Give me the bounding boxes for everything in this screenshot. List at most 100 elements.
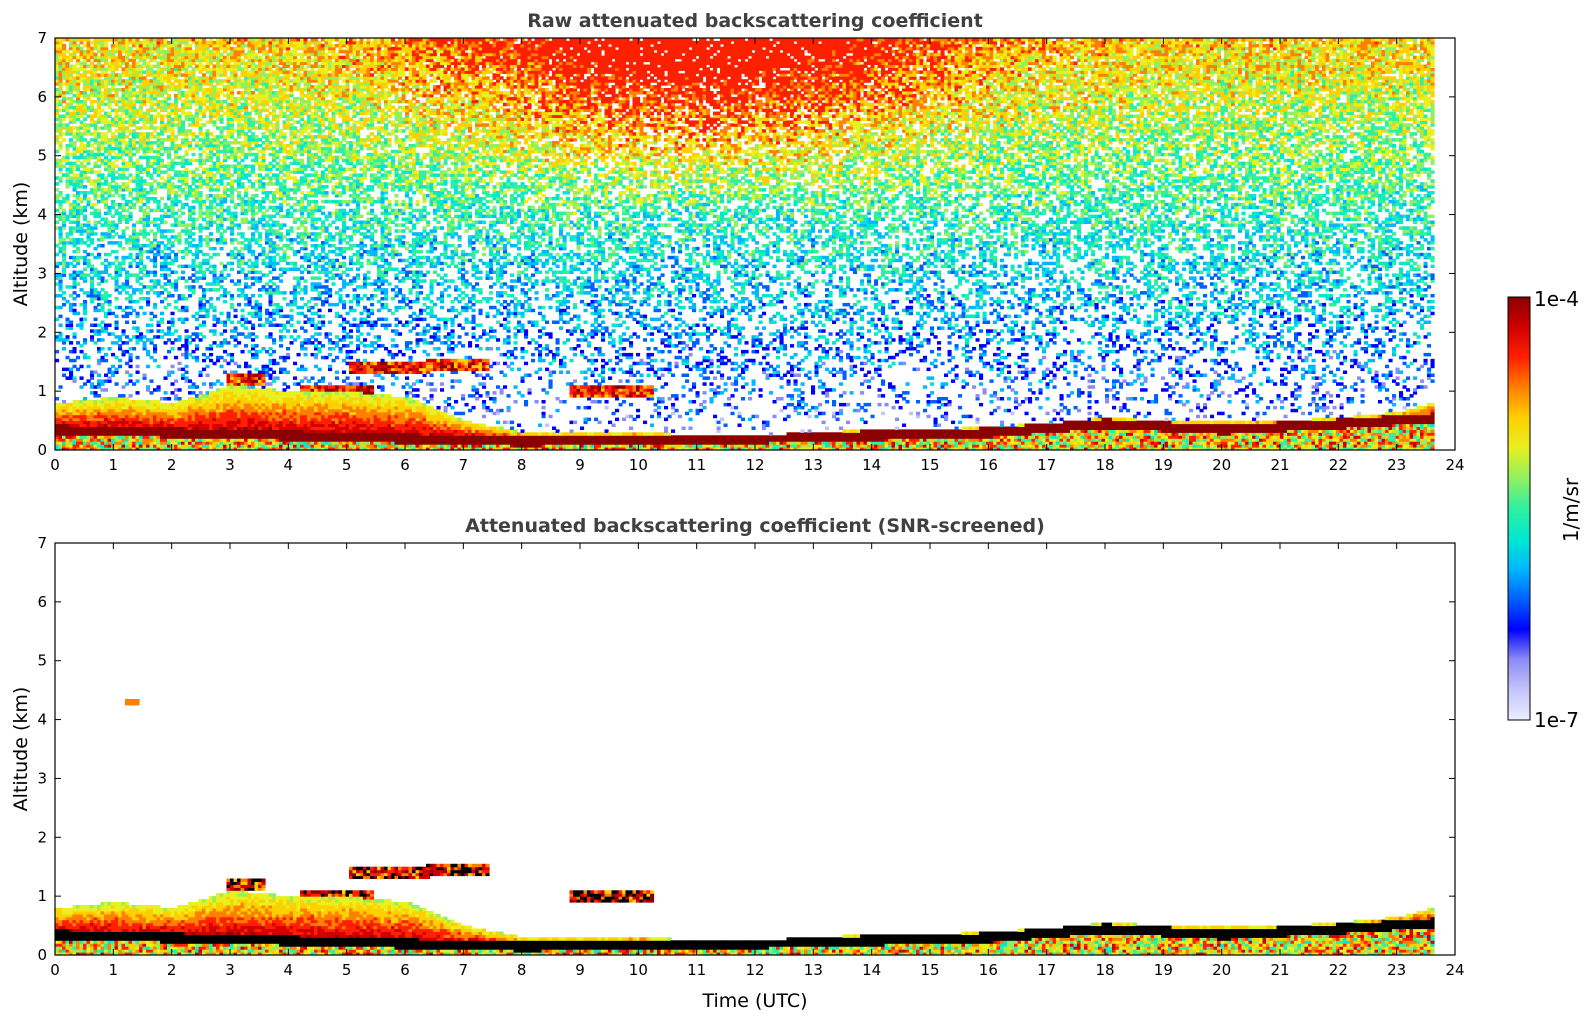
heatmap-cell — [135, 429, 140, 433]
heatmap-cell — [72, 52, 77, 57]
heatmap-cell — [128, 423, 133, 427]
heatmap-cell — [76, 273, 81, 277]
heatmap-cell — [226, 129, 231, 133]
heatmap-cell — [153, 64, 158, 68]
heatmap-cell — [90, 117, 95, 121]
heatmap-cell — [153, 255, 158, 260]
heatmap-cell — [156, 411, 161, 416]
heatmap-cell — [240, 85, 245, 89]
heatmap-cell — [226, 67, 231, 71]
heatmap-cell — [219, 444, 224, 448]
heatmap-cell — [251, 158, 256, 163]
heatmap-cell — [65, 76, 70, 80]
heatmap-cell — [240, 235, 245, 239]
heatmap-cell — [83, 423, 88, 427]
heatmap-cell — [156, 102, 161, 107]
heatmap-cell — [226, 91, 231, 95]
heatmap-cell — [219, 220, 224, 224]
heatmap-cell — [114, 55, 119, 60]
heatmap-cell — [100, 223, 105, 227]
heatmap-cell — [191, 426, 196, 430]
heatmap-cell — [132, 102, 137, 107]
heatmap-cell — [219, 114, 224, 118]
heatmap-cell — [125, 432, 130, 436]
heatmap-cell — [139, 188, 144, 192]
heatmap-cell — [184, 43, 189, 48]
heatmap-cell — [226, 388, 231, 392]
heatmap-cell — [146, 182, 151, 186]
heatmap-cell — [237, 64, 242, 68]
heatmap-cell — [93, 161, 98, 166]
heatmap-cell — [188, 420, 193, 425]
heatmap-cell — [149, 355, 154, 360]
heatmap-cell — [230, 414, 235, 419]
heatmap-cell — [69, 58, 74, 63]
heatmap-cell — [135, 273, 140, 277]
heatmap-cell — [240, 182, 245, 186]
heatmap-cell — [79, 73, 84, 77]
heatmap-cell — [69, 214, 74, 219]
heatmap-cell — [177, 114, 182, 118]
heatmap-cell — [79, 423, 84, 427]
heatmap-cell — [174, 199, 179, 204]
heatmap-cell — [86, 252, 91, 257]
heatmap-cell — [209, 176, 214, 180]
heatmap-cell — [230, 182, 235, 186]
heatmap-cell — [237, 96, 242, 101]
heatmap-cell — [114, 170, 119, 174]
heatmap-cell — [83, 105, 88, 110]
heatmap-cell — [118, 73, 123, 77]
heatmap-cell — [195, 438, 200, 442]
heatmap-cell — [170, 414, 175, 419]
heatmap-cell — [114, 241, 119, 245]
heatmap-cell — [191, 99, 196, 104]
heatmap-cell — [170, 143, 175, 148]
heatmap-cell — [212, 146, 217, 151]
heatmap-cell — [191, 220, 196, 224]
heatmap-cell — [237, 282, 242, 286]
heatmap-cell — [198, 261, 203, 266]
heatmap-cell — [118, 420, 123, 425]
heatmap-cell — [219, 261, 224, 266]
heatmap-cell — [65, 232, 70, 236]
heatmap-cell — [114, 191, 119, 195]
heatmap-cell — [216, 297, 221, 301]
heatmap-cell — [177, 249, 182, 254]
heatmap-cell — [62, 164, 67, 168]
heatmap-cell — [83, 249, 88, 254]
heatmap-cell — [139, 93, 144, 98]
heatmap-cell — [72, 255, 77, 260]
heatmap-cell — [223, 176, 228, 180]
heatmap-cell — [86, 232, 91, 236]
heatmap-cell — [184, 52, 189, 57]
heatmap-cell — [209, 99, 214, 104]
heatmap-cell — [188, 435, 193, 439]
heatmap-cell — [114, 182, 119, 186]
heatmap-cell — [125, 105, 130, 110]
heatmap-cell — [76, 426, 81, 430]
heatmap-cell — [69, 294, 74, 298]
heatmap-cell — [184, 191, 189, 195]
heatmap-cell — [251, 238, 256, 242]
heatmap-cell — [58, 226, 63, 230]
heatmap-cell — [135, 241, 140, 245]
heatmap-cell — [251, 373, 256, 377]
heatmap-cell — [233, 114, 238, 118]
heatmap-cell — [191, 444, 196, 448]
heatmap-cell — [167, 46, 172, 51]
heatmap-cell — [86, 143, 91, 148]
heatmap-cell — [202, 291, 207, 295]
heatmap-cell — [97, 117, 102, 121]
heatmap-cell — [79, 49, 84, 54]
heatmap-cell — [114, 49, 119, 54]
heatmap-cell — [237, 173, 242, 177]
heatmap-cell — [240, 196, 245, 201]
heatmap-cell — [198, 308, 203, 313]
heatmap-cell — [128, 411, 133, 416]
heatmap-cell — [254, 444, 259, 448]
heatmap-cell — [135, 447, 140, 450]
heatmap-cell — [167, 79, 172, 83]
heatmap-cell — [55, 138, 60, 142]
heatmap-cell — [58, 282, 63, 286]
heatmap-cell — [149, 126, 154, 130]
